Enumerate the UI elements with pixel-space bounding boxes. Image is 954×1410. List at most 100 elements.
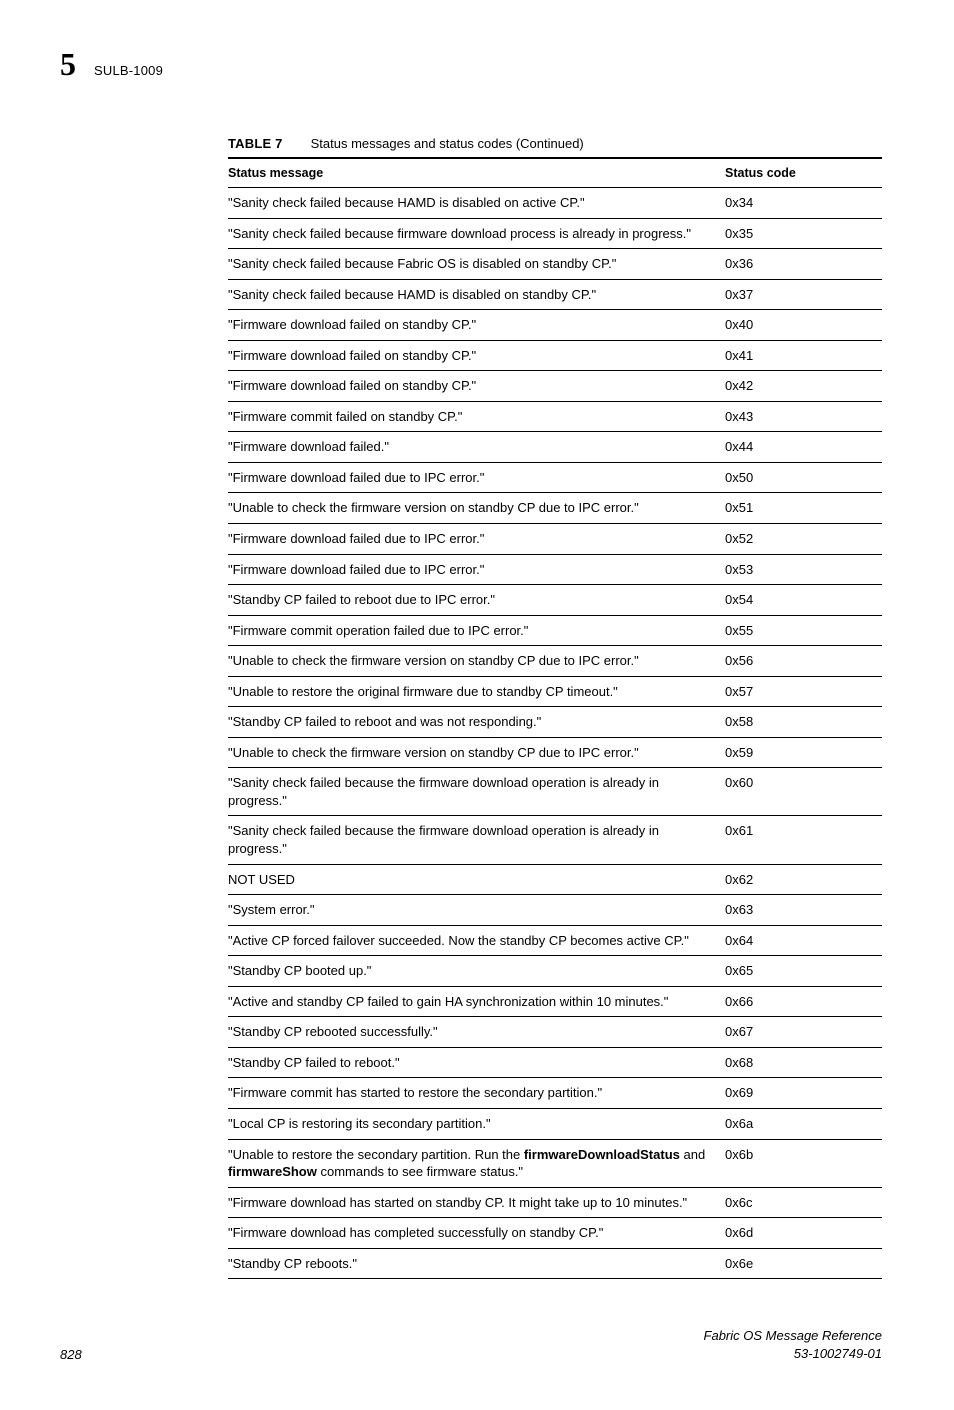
cell-message: "Firmware download failed on standby CP.…: [228, 340, 725, 371]
table-row: "Standby CP failed to reboot and was not…: [228, 707, 882, 738]
table-row: "Sanity check failed because HAMD is dis…: [228, 279, 882, 310]
cell-message: "Sanity check failed because the firmwar…: [228, 768, 725, 816]
table-row: "Firmware download failed."0x44: [228, 432, 882, 463]
table-caption: TABLE 7 Status messages and status codes…: [228, 136, 882, 151]
cell-code: 0x52: [725, 524, 882, 555]
cell-code: 0x44: [725, 432, 882, 463]
cell-code: 0x69: [725, 1078, 882, 1109]
cell-message: "Firmware commit has started to restore …: [228, 1078, 725, 1109]
cell-message: NOT USED: [228, 864, 725, 895]
cell-message: "Standby CP failed to reboot and was not…: [228, 707, 725, 738]
table-row: "Firmware download failed on standby CP.…: [228, 340, 882, 371]
table-row: "Firmware download failed due to IPC err…: [228, 462, 882, 493]
table-row: "Sanity check failed because firmware do…: [228, 218, 882, 249]
cell-message: "Active and standby CP failed to gain HA…: [228, 986, 725, 1017]
table-row: "System error."0x63: [228, 895, 882, 926]
table-row: "Firmware commit operation failed due to…: [228, 615, 882, 646]
cell-message: "Standby CP failed to reboot.": [228, 1047, 725, 1078]
cell-code: 0x57: [725, 676, 882, 707]
cell-code: 0x37: [725, 279, 882, 310]
cell-code: 0x50: [725, 462, 882, 493]
cell-message: "Sanity check failed because HAMD is dis…: [228, 279, 725, 310]
doc-title: Fabric OS Message Reference: [704, 1328, 882, 1343]
chapter-number: 5: [60, 48, 76, 80]
cell-code: 0x61: [725, 816, 882, 864]
cell-message: "Unable to restore the original firmware…: [228, 676, 725, 707]
cell-code: 0x55: [725, 615, 882, 646]
cell-code: 0x62: [725, 864, 882, 895]
table-row: "Unable to restore the secondary partiti…: [228, 1139, 882, 1187]
cmd-firmwaredownloadstatus: firmwareDownloadStatus: [524, 1147, 680, 1162]
cell-code: 0x41: [725, 340, 882, 371]
table-row: "Firmware download failed on standby CP.…: [228, 371, 882, 402]
table-row: "Firmware commit failed on standby CP."0…: [228, 401, 882, 432]
cell-code: 0x59: [725, 737, 882, 768]
table-block: TABLE 7 Status messages and status codes…: [228, 136, 882, 1279]
table-row: "Unable to check the firmware version on…: [228, 493, 882, 524]
table-row: "Firmware download has started on standb…: [228, 1187, 882, 1218]
page-footer: 828 Fabric OS Message Reference 53-10027…: [60, 1327, 882, 1362]
cell-message: "Sanity check failed because Fabric OS i…: [228, 249, 725, 280]
table-body: "Sanity check failed because HAMD is dis…: [228, 188, 882, 1279]
table-row: "Standby CP failed to reboot."0x68: [228, 1047, 882, 1078]
table-row: "Standby CP failed to reboot due to IPC …: [228, 585, 882, 616]
cell-code: 0x6e: [725, 1248, 882, 1279]
cell-message: "Local CP is restoring its secondary par…: [228, 1108, 725, 1139]
cell-message: "Sanity check failed because the firmwar…: [228, 816, 725, 864]
cell-code: 0x64: [725, 925, 882, 956]
section-code: SULB-1009: [94, 63, 163, 78]
cell-message: "Unable to restore the secondary partiti…: [228, 1139, 725, 1187]
col-header-message: Status message: [228, 158, 725, 188]
cell-code: 0x36: [725, 249, 882, 280]
cell-code: 0x6a: [725, 1108, 882, 1139]
table-row: "Unable to check the firmware version on…: [228, 646, 882, 677]
table-row: "Active and standby CP failed to gain HA…: [228, 986, 882, 1017]
cell-code: 0x56: [725, 646, 882, 677]
cell-code: 0x42: [725, 371, 882, 402]
cell-code: 0x40: [725, 310, 882, 341]
cell-code: 0x58: [725, 707, 882, 738]
cell-code: 0x6b: [725, 1139, 882, 1187]
table-row: "Sanity check failed because the firmwar…: [228, 768, 882, 816]
cell-message: "Unable to check the firmware version on…: [228, 493, 725, 524]
cell-code: 0x51: [725, 493, 882, 524]
table-row: "Unable to restore the original firmware…: [228, 676, 882, 707]
cell-message: "Standby CP failed to reboot due to IPC …: [228, 585, 725, 616]
cmd-firmwareshow: firmwareShow: [228, 1164, 317, 1179]
cell-message: "Sanity check failed because firmware do…: [228, 218, 725, 249]
table-row: NOT USED0x62: [228, 864, 882, 895]
cell-code: 0x65: [725, 956, 882, 987]
cell-message: "Standby CP reboots.": [228, 1248, 725, 1279]
cell-message: "Firmware download failed on standby CP.…: [228, 371, 725, 402]
cell-message: "Unable to check the firmware version on…: [228, 646, 725, 677]
cell-message: "Standby CP booted up.": [228, 956, 725, 987]
col-header-code: Status code: [725, 158, 882, 188]
table-label: TABLE 7: [228, 136, 283, 151]
cell-message: "Firmware download has completed success…: [228, 1218, 725, 1249]
cell-code: 0x53: [725, 554, 882, 585]
table-row: "Firmware download has completed success…: [228, 1218, 882, 1249]
cell-code: 0x34: [725, 188, 882, 219]
cell-message: "Active CP forced failover succeeded. No…: [228, 925, 725, 956]
cell-message: "Sanity check failed because HAMD is dis…: [228, 188, 725, 219]
footer-doc-info: Fabric OS Message Reference 53-1002749-0…: [704, 1327, 882, 1362]
cell-code: 0x54: [725, 585, 882, 616]
table-row: "Standby CP booted up."0x65: [228, 956, 882, 987]
table-row: "Standby CP reboots."0x6e: [228, 1248, 882, 1279]
cell-message: "Firmware download failed due to IPC err…: [228, 462, 725, 493]
cell-code: 0x67: [725, 1017, 882, 1048]
cell-message: "Firmware download has started on standb…: [228, 1187, 725, 1218]
cell-code: 0x60: [725, 768, 882, 816]
table-row: "Firmware download failed due to IPC err…: [228, 524, 882, 555]
cell-message: "Standby CP rebooted successfully.": [228, 1017, 725, 1048]
cell-code: 0x66: [725, 986, 882, 1017]
cell-code: 0x63: [725, 895, 882, 926]
table-title: Status messages and status codes (Contin…: [311, 136, 584, 151]
table-row: "Local CP is restoring its secondary par…: [228, 1108, 882, 1139]
cell-message: "Firmware download failed due to IPC err…: [228, 554, 725, 585]
doc-id: 53-1002749-01: [794, 1346, 882, 1361]
cell-code: 0x68: [725, 1047, 882, 1078]
cell-message: "Firmware commit operation failed due to…: [228, 615, 725, 646]
table-row: "Sanity check failed because the firmwar…: [228, 816, 882, 864]
page-header: 5 SULB-1009: [60, 48, 882, 80]
